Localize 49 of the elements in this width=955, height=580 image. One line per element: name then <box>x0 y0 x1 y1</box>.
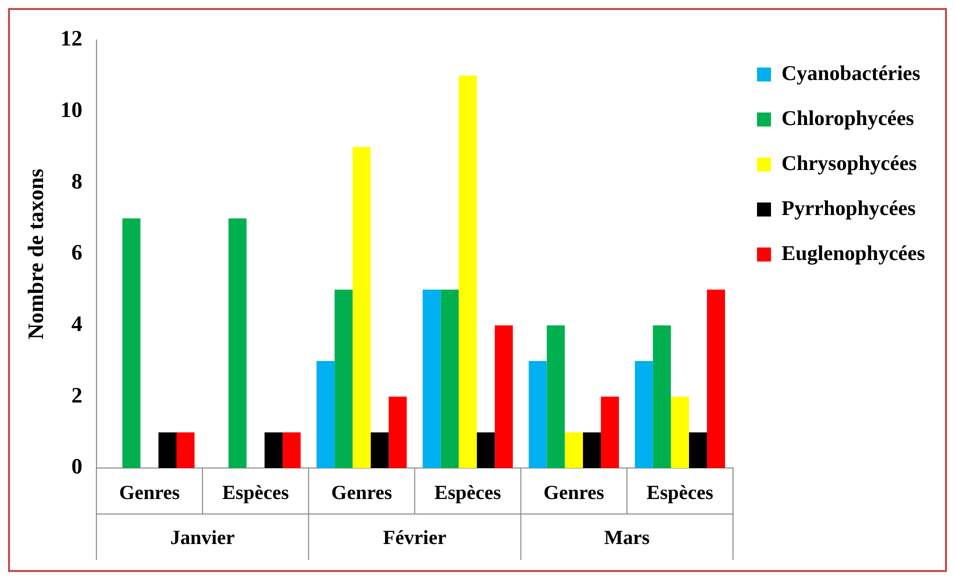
text: Février <box>383 527 446 550</box>
bar <box>564 432 583 468</box>
x-tick-label: Espèces <box>222 482 290 504</box>
x-tick-label: Espèces <box>646 482 714 504</box>
y-tick-label: 4 <box>71 311 82 336</box>
legend-label: Chrysophycées <box>781 150 917 175</box>
bar <box>528 361 547 468</box>
y-tick-label: 10 <box>60 97 82 122</box>
x-tick-label: Espèces <box>434 482 502 504</box>
x-tick-label: Genres <box>119 482 180 504</box>
bar <box>388 396 407 468</box>
bar <box>422 290 441 468</box>
y-tick-label: 6 <box>71 240 82 265</box>
bar <box>228 218 247 468</box>
legend-label: Pyrrhophycées <box>781 196 916 220</box>
bar <box>652 325 671 468</box>
bar <box>176 432 195 468</box>
bar <box>706 290 726 468</box>
bar <box>634 361 653 468</box>
bar <box>476 432 495 468</box>
y-tick-label: 2 <box>71 382 82 408</box>
bar <box>582 432 601 468</box>
bar <box>334 290 353 468</box>
bar <box>352 147 371 468</box>
bar <box>546 325 565 468</box>
legend-label: Chlorophycées <box>781 106 914 130</box>
bar <box>440 290 459 468</box>
bar <box>688 432 707 468</box>
bar <box>264 432 283 468</box>
text: Mars <box>604 527 650 550</box>
bar <box>670 396 689 468</box>
bar <box>282 432 301 468</box>
y-tick-label: 12 <box>60 26 82 51</box>
text: Janvier <box>170 527 235 550</box>
bar <box>494 325 513 468</box>
y-tick-label: 0 <box>71 454 82 479</box>
bar <box>370 432 389 468</box>
bar <box>316 361 335 468</box>
bar <box>122 218 140 468</box>
y-axis-title: Nombre de taxons <box>22 168 48 340</box>
legend-label: Euglenophycées <box>781 240 925 265</box>
bar <box>458 76 477 468</box>
legend-label: Cyanobactéries <box>781 60 920 85</box>
x-tick-label: Genres <box>543 482 604 504</box>
bar <box>600 396 619 468</box>
y-tick-label: 8 <box>71 168 82 194</box>
page-frame: Nombre de taxons Cyanobactéries Chlorophycées Chrysophycées Pyrrhophycées Euglenophycées Genres Espèces Genres Espèces Genres Espèces 0 2 4 6 8 10 12 Janvier Février Mars <box>8 8 947 572</box>
x-tick-label: Genres <box>331 482 392 504</box>
bar <box>158 432 177 468</box>
